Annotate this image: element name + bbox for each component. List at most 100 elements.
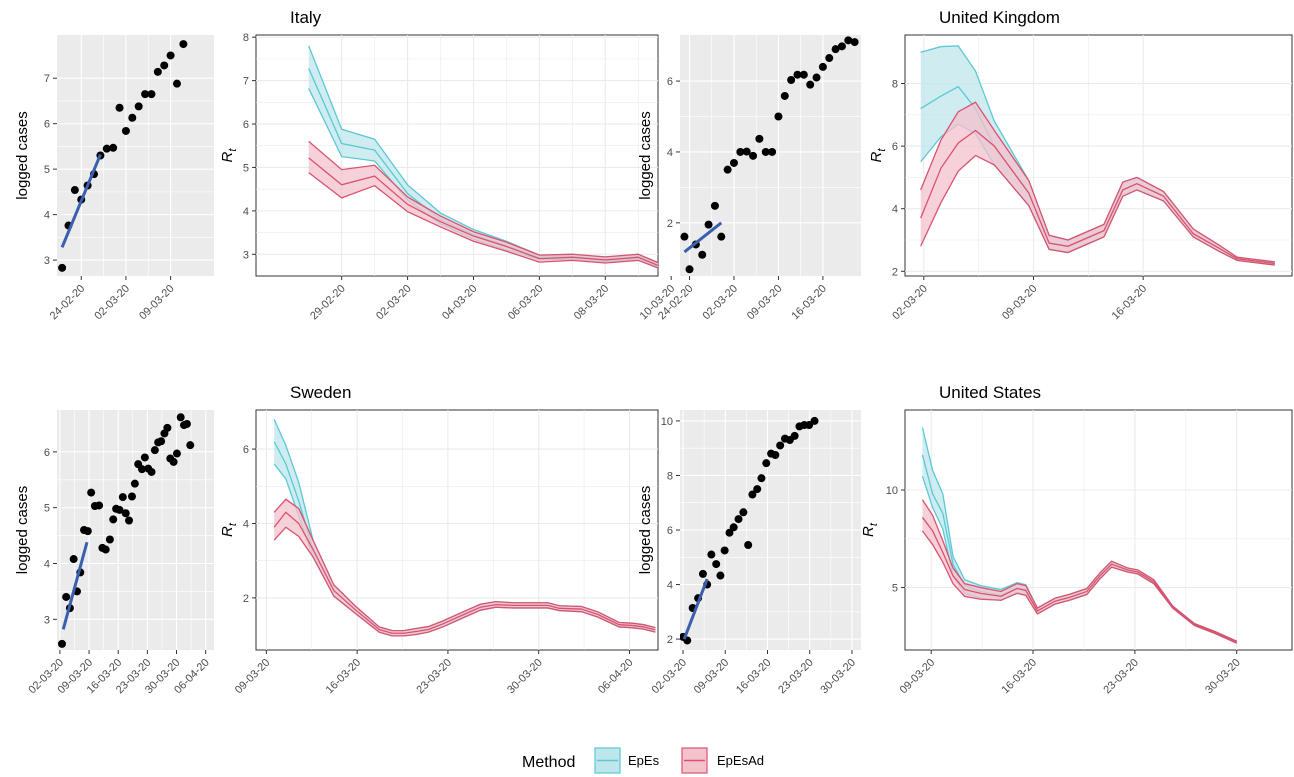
y-tick-label: 4	[243, 206, 249, 218]
data-point	[825, 54, 834, 63]
x-tick-label: 16-03-20	[789, 283, 829, 323]
x-tick-label: 09-03-20	[692, 657, 732, 697]
x-tick-label: 09-03-20	[233, 657, 273, 697]
data-point	[723, 165, 732, 174]
line-epesad-lower	[273, 526, 656, 637]
data-point	[717, 232, 726, 241]
x-tick-label: 16-03-20	[324, 657, 364, 697]
data-point	[725, 528, 734, 537]
data-point	[753, 485, 762, 494]
y-tick-label: 5	[44, 503, 50, 515]
line-epesad-mean	[921, 516, 1237, 643]
x-tick-label: 16-03-20	[1000, 657, 1040, 697]
y-tick-label: 2	[667, 218, 673, 230]
data-point	[812, 73, 821, 82]
y-tick-label: 6	[44, 119, 50, 131]
data-point	[62, 592, 71, 601]
y-tick-label: 7	[243, 76, 249, 88]
y-tick-label: 2	[667, 634, 673, 646]
y-tick-label: 4	[667, 580, 673, 592]
x-tick-label: 09-03-20	[745, 283, 785, 323]
data-point	[787, 76, 796, 85]
data-point	[102, 144, 111, 153]
data-point	[157, 437, 166, 446]
y-tick-label: 6	[243, 119, 249, 131]
y-tick-label: 4	[667, 147, 673, 159]
x-tick-label: 02-03-20	[374, 283, 414, 323]
y-tick-label: 3	[44, 614, 50, 626]
data-point	[109, 515, 118, 524]
x-tick-label: 24-02-20	[48, 283, 88, 323]
y-axis-title: logged cases	[14, 111, 31, 199]
data-point	[147, 467, 156, 476]
data-point	[130, 479, 139, 488]
y-tick-label: 5	[892, 583, 898, 595]
data-point	[115, 103, 124, 112]
data-point	[127, 492, 136, 501]
y-axis-title: Rt	[860, 522, 880, 537]
data-point	[109, 143, 118, 152]
data-point	[742, 147, 751, 156]
panel-title: Sweden	[290, 383, 351, 402]
line-epesad-upper	[308, 140, 658, 264]
data-point	[57, 639, 66, 648]
panel-sweden-cases: 345602-03-2009-03-2016-03-2023-03-2030-0…	[14, 410, 214, 696]
line-epesad-mean	[920, 129, 1275, 265]
ribbon-epes	[308, 45, 658, 267]
y-tick-label: 6	[243, 444, 249, 456]
y-tick-label: 8	[243, 32, 249, 44]
data-point	[810, 416, 819, 425]
data-point	[163, 423, 172, 432]
data-point	[115, 505, 124, 514]
y-tick-label: 4	[44, 558, 50, 570]
y-tick-label: 8	[667, 470, 673, 482]
data-point	[179, 40, 188, 49]
y-tick-label: 10	[886, 485, 898, 497]
y-tick-label: 6	[44, 447, 50, 459]
panel-background	[57, 35, 214, 276]
data-point	[818, 62, 827, 71]
y-tick-label: 4	[243, 518, 249, 530]
data-point	[739, 508, 748, 517]
data-point	[121, 126, 130, 135]
data-point	[95, 501, 104, 510]
data-point	[716, 571, 725, 580]
panel-background	[255, 34, 659, 277]
x-tick-label: 23-03-20	[1101, 657, 1141, 697]
x-tick-label: 09-03-20	[1000, 283, 1040, 323]
x-tick-label: 02-03-20	[700, 283, 740, 323]
x-tick-label: 30-03-20	[818, 657, 858, 697]
data-point	[137, 465, 146, 474]
x-tick-label: 02-03-20	[650, 657, 690, 697]
series-epesad	[273, 498, 656, 637]
legend-title: Method	[522, 754, 575, 771]
x-tick-label: 16-03-20	[1110, 283, 1150, 323]
y-tick-label: 10	[661, 416, 673, 428]
data-point	[182, 419, 191, 428]
data-point	[58, 263, 67, 272]
data-point	[680, 232, 689, 241]
data-point	[710, 201, 719, 210]
x-tick-label: 09-03-20	[898, 657, 938, 697]
y-tick-label: 6	[892, 141, 898, 153]
data-point	[831, 45, 840, 54]
data-point	[707, 550, 716, 559]
x-tick-label: 23-03-20	[776, 657, 816, 697]
y-tick-label: 4	[892, 204, 898, 216]
data-point	[105, 535, 114, 544]
y-axis-title: Rt	[868, 148, 888, 163]
data-point	[698, 250, 707, 259]
data-point	[768, 147, 777, 156]
data-point	[153, 67, 162, 76]
panel-italy-cases: 3 4 5 6 7 24-02-20 02-03-20 09-03-20 logged case…	[14, 35, 214, 322]
panel-sweden-rt: 2 4 6 09-03-20 16-03-20 23-03-20 30-03-20 06-04…	[219, 383, 659, 697]
data-point	[749, 151, 758, 160]
y-tick-label: 3	[243, 249, 249, 261]
data-point	[748, 490, 757, 499]
data-point	[128, 113, 137, 122]
y-tick-label: 6	[667, 76, 673, 88]
data-point	[150, 446, 159, 455]
data-point	[793, 70, 802, 79]
